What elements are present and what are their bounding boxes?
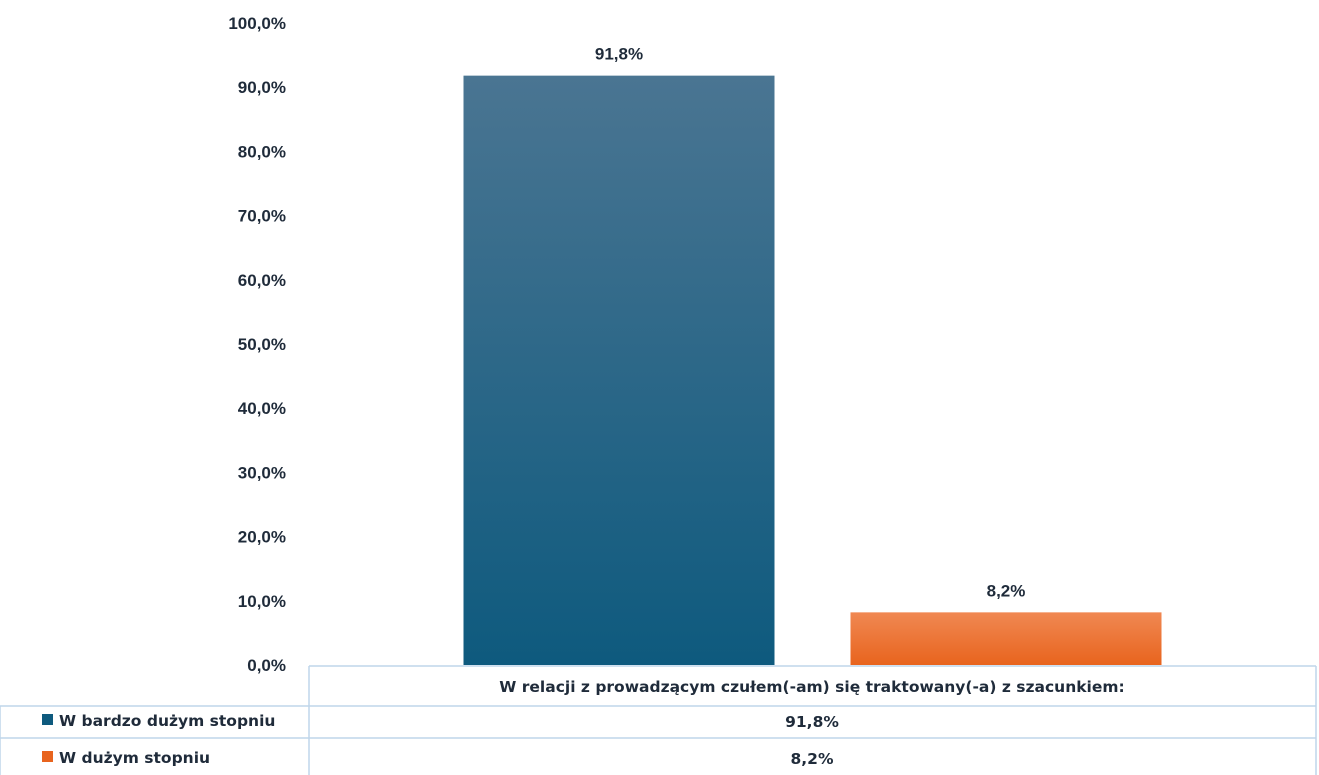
y-tick-label: 10,0%: [238, 592, 286, 611]
y-tick-label: 0,0%: [247, 656, 286, 675]
table-row-value-0: 91,8%: [785, 713, 839, 731]
table-header-category: W relacji z prowadzącym czułem(-am) się …: [499, 678, 1124, 696]
data-table: W relacji z prowadzącym czułem(-am) się …: [0, 665, 1317, 775]
y-tick-label: 80,0%: [238, 142, 286, 161]
bar-w-bardzo-du-ym-stopniu: [463, 75, 775, 666]
y-tick-label: 40,0%: [238, 399, 286, 418]
y-tick-label: 70,0%: [238, 207, 286, 226]
bar-w-du-ym-stopniu: [850, 612, 1162, 665]
table-row-value-1: 8,2%: [791, 750, 834, 768]
bar-value-label: 91,8%: [595, 45, 643, 64]
y-tick-label: 90,0%: [238, 78, 286, 97]
bar-value-label: 8,2%: [987, 581, 1026, 600]
y-tick-label: 20,0%: [238, 528, 286, 547]
legend-swatch-series-1: [42, 751, 53, 762]
y-tick-label: 50,0%: [238, 335, 286, 354]
bars-group: [463, 75, 1162, 666]
legend-swatch-series-0: [42, 714, 53, 725]
y-tick-label: 60,0%: [238, 271, 286, 290]
table-row-key-1: W dużym stopniu: [59, 749, 210, 767]
data-labels-group: 91,8% 8,2%: [595, 45, 1025, 601]
y-tick-label: 100,0%: [228, 14, 286, 33]
y-axis-ticks: 0,0% 10,0% 20,0% 30,0% 40,0% 50,0% 60,0% 70,0% 8…: [228, 14, 286, 675]
table-row-key-0: W bardzo dużym stopniu: [59, 712, 275, 730]
y-tick-label: 30,0%: [238, 463, 286, 482]
